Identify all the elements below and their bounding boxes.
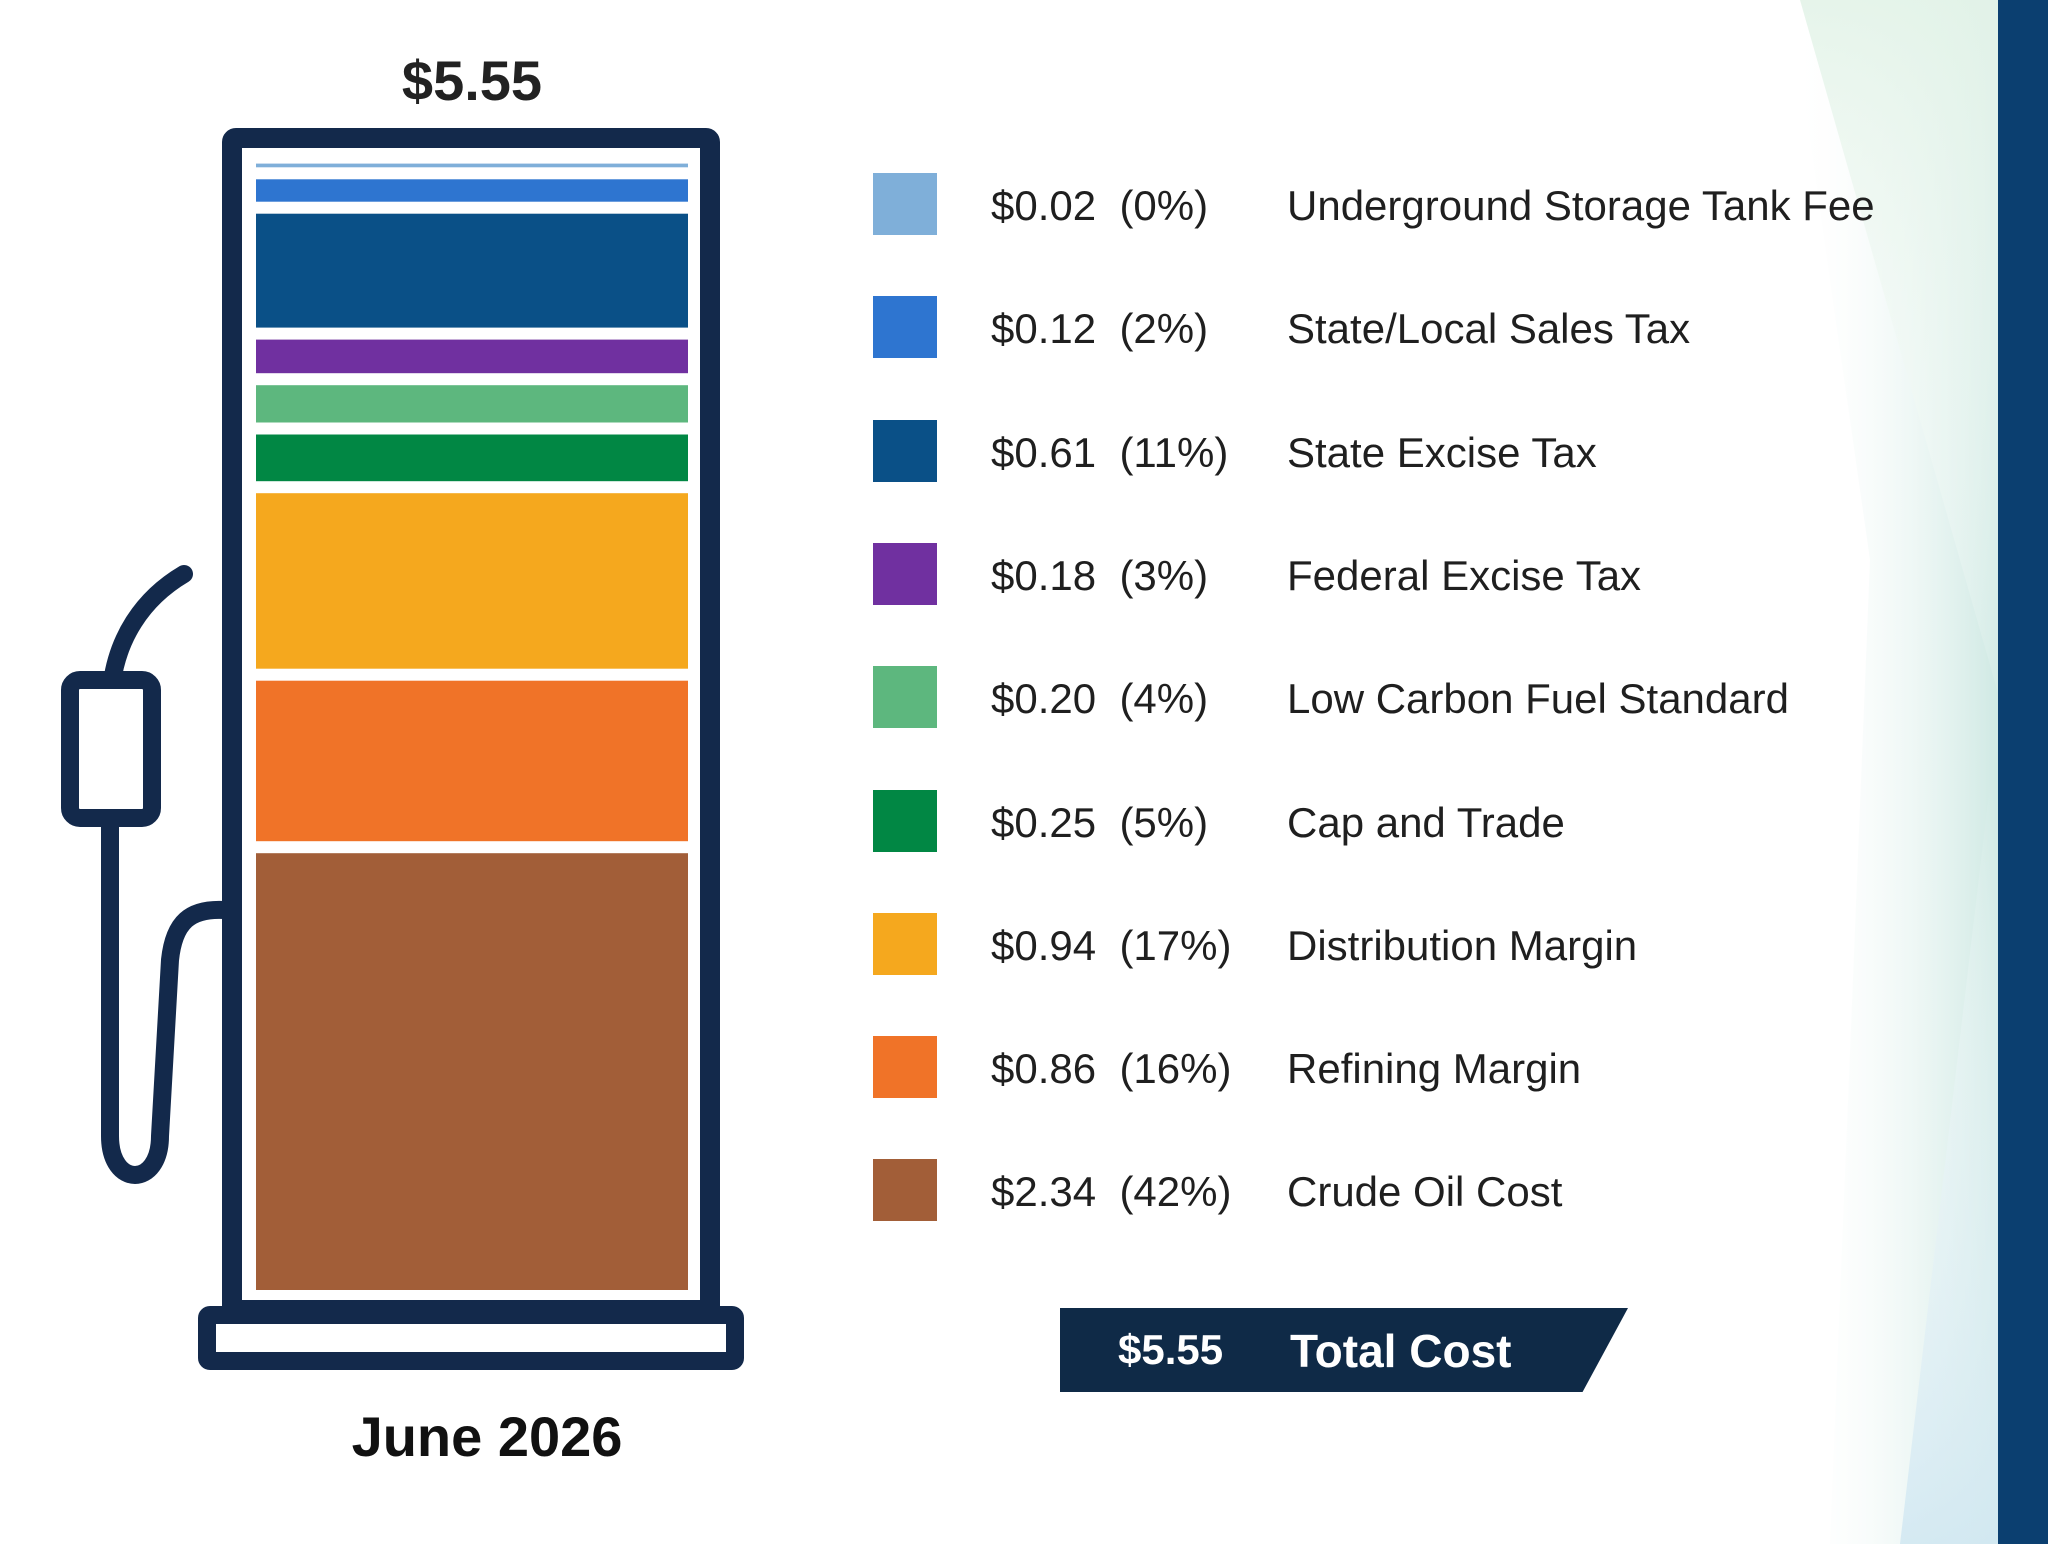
- stack-segment-state-excise-tax: [256, 213, 688, 328]
- legend-label: State Excise Tax: [1287, 428, 1597, 476]
- legend-swatch: [873, 542, 937, 605]
- stack-segment-cap-and-trade: [256, 434, 688, 482]
- total-cost-label: Total Cost: [1290, 1325, 1512, 1377]
- legend-amount: $0.94 (17%): [991, 921, 1232, 969]
- stack-segment-crude-oil-cost: [256, 853, 688, 1290]
- total-cost-banner: $5.55 Total Cost: [1060, 1308, 1628, 1392]
- legend-swatch: [873, 1159, 937, 1222]
- legend-label: Cap and Trade: [1287, 798, 1565, 846]
- legend-amount: $0.61 (11%): [991, 428, 1229, 476]
- stack-bars: [256, 163, 688, 1290]
- stack-segment-federal-excise-tax: [256, 339, 688, 374]
- legend-label: Crude Oil Cost: [1287, 1168, 1563, 1216]
- legend-item: $0.61 (11%) State Excise Tax: [873, 417, 1893, 482]
- stack-segment-low-carbon-fuel-standard: [256, 385, 688, 423]
- nozzle-handle: [61, 671, 161, 827]
- legend-label: Underground Storage Tank Fee: [1287, 182, 1875, 229]
- legend-label: State/Local Sales Tax: [1287, 305, 1691, 353]
- legend-swatch: [873, 912, 937, 975]
- pump-base: [198, 1306, 744, 1370]
- legend-swatch: [873, 1036, 937, 1099]
- hose: [101, 565, 234, 1184]
- legend-label: Federal Excise Tax: [1287, 551, 1642, 599]
- legend-swatch: [873, 419, 937, 482]
- right-accent-bar: [1998, 0, 2048, 1544]
- legend-amount: $0.20 (4%): [991, 675, 1209, 723]
- pump-date-label: June 2026: [351, 1405, 623, 1468]
- legend-amount: $0.86 (16%): [991, 1045, 1232, 1093]
- legend-swatch: [873, 173, 937, 235]
- legend-swatch: [873, 666, 937, 729]
- legend-label: Refining Margin: [1287, 1045, 1582, 1093]
- legend-item: $0.25 (5%) Cap and Trade: [873, 787, 1893, 852]
- legend-item: $0.94 (17%) Distribution Margin: [873, 910, 1893, 975]
- legend-amount: $0.02 (0%): [991, 182, 1209, 229]
- total-cost-value: $5.55: [1118, 1326, 1224, 1373]
- stack-segment-underground-storage-tank-fee: [256, 163, 688, 168]
- legend-item: $0.18 (3%) Federal Excise Tax: [873, 540, 1893, 605]
- legend-amount: $0.12 (2%): [991, 305, 1209, 353]
- legend-label: Distribution Margin: [1287, 921, 1638, 969]
- legend-swatch: [873, 789, 937, 852]
- legend-item: $0.02 (0%) Underground Storage Tank Fee: [873, 170, 1893, 235]
- stack-segment-refining-margin: [256, 680, 688, 842]
- legend-item: $0.12 (2%) State/Local Sales Tax: [873, 293, 1893, 359]
- legend-item: $0.86 (16%) Refining Margin: [873, 1033, 1893, 1099]
- legend-item: $2.34 (42%) Crude Oil Cost: [873, 1156, 1893, 1222]
- legend-label: Low Carbon Fuel Standard: [1287, 675, 1789, 723]
- legend-amount: $2.34 (42%): [991, 1168, 1232, 1216]
- legend-amount: $0.18 (3%): [991, 551, 1209, 599]
- legend-amount: $0.25 (5%): [991, 798, 1209, 846]
- pump-total-price: $5.55: [401, 49, 543, 112]
- stack-segment-distribution-margin: [256, 493, 688, 669]
- stack-segment-state-local-sales-tax: [256, 179, 688, 202]
- legend-swatch: [873, 296, 937, 359]
- legend-item: $0.20 (4%) Low Carbon Fuel Standard: [873, 663, 1893, 729]
